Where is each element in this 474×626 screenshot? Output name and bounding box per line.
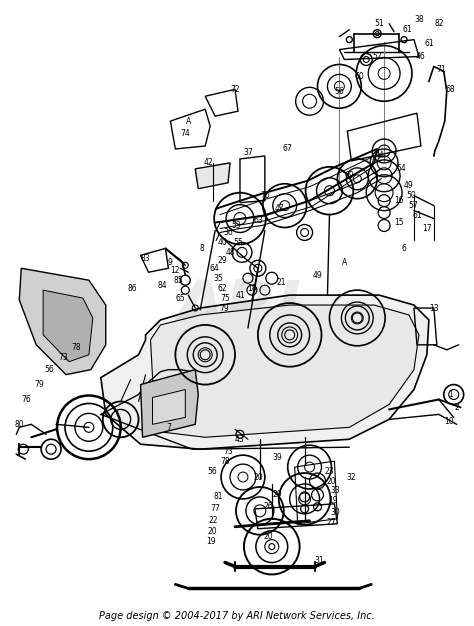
Text: 19: 19 — [328, 496, 338, 505]
Text: 73: 73 — [223, 447, 233, 456]
Text: 10: 10 — [444, 417, 454, 426]
Polygon shape — [19, 269, 106, 374]
Text: 49: 49 — [404, 182, 414, 190]
Text: 15: 15 — [394, 218, 404, 227]
Text: 36: 36 — [223, 228, 233, 237]
Text: 29: 29 — [217, 256, 227, 265]
Text: 21: 21 — [277, 278, 286, 287]
Text: 17: 17 — [422, 224, 432, 233]
Text: 68: 68 — [446, 85, 456, 94]
Text: 35: 35 — [213, 274, 223, 283]
Text: 84: 84 — [158, 280, 167, 290]
Text: 48: 48 — [225, 248, 235, 257]
Text: 20: 20 — [327, 476, 336, 486]
Text: 51: 51 — [374, 19, 384, 28]
Text: 41: 41 — [235, 290, 245, 300]
Text: 56: 56 — [335, 87, 344, 96]
Polygon shape — [101, 295, 429, 449]
Text: 9: 9 — [168, 258, 173, 267]
Text: 27: 27 — [327, 518, 336, 527]
Polygon shape — [153, 389, 185, 424]
Text: 44: 44 — [374, 151, 384, 160]
Polygon shape — [141, 370, 198, 438]
Text: 71: 71 — [436, 65, 446, 74]
Text: 46: 46 — [416, 52, 426, 61]
Text: 42: 42 — [203, 158, 213, 167]
Text: 82: 82 — [434, 19, 444, 28]
Text: 32: 32 — [346, 473, 356, 481]
Text: 49: 49 — [313, 270, 322, 280]
Text: 16: 16 — [394, 196, 404, 205]
Text: 54: 54 — [396, 165, 406, 173]
Text: 20: 20 — [207, 527, 217, 536]
Text: 29: 29 — [273, 490, 283, 500]
Text: 60: 60 — [355, 72, 364, 81]
Polygon shape — [43, 290, 93, 362]
Text: 23: 23 — [325, 466, 334, 476]
Text: 56: 56 — [44, 365, 54, 374]
Text: 65: 65 — [175, 294, 185, 302]
Text: 20: 20 — [263, 532, 273, 541]
Text: 63: 63 — [253, 216, 263, 225]
Text: 78: 78 — [220, 456, 230, 466]
Text: 61: 61 — [412, 211, 422, 220]
Text: 78: 78 — [71, 343, 81, 352]
Text: 20: 20 — [253, 473, 263, 481]
Text: 13: 13 — [429, 304, 438, 312]
Text: 79: 79 — [34, 380, 44, 389]
Text: 7: 7 — [166, 423, 171, 432]
Text: 61: 61 — [424, 39, 434, 48]
Text: 86: 86 — [128, 284, 137, 292]
Text: 43: 43 — [235, 434, 245, 444]
Text: ARI: ARI — [173, 277, 301, 343]
Text: 33: 33 — [330, 486, 340, 495]
Text: 57: 57 — [408, 201, 418, 210]
Text: 85: 85 — [173, 275, 183, 285]
Text: 74: 74 — [181, 128, 190, 138]
Text: 37: 37 — [243, 148, 253, 158]
Text: 64: 64 — [209, 264, 219, 273]
Text: 22: 22 — [209, 516, 218, 525]
Text: 70: 70 — [260, 191, 270, 200]
Text: 79: 79 — [219, 304, 229, 312]
Text: 12: 12 — [171, 266, 180, 275]
Text: 39: 39 — [273, 453, 283, 461]
Polygon shape — [195, 163, 230, 188]
Text: 80: 80 — [15, 420, 24, 429]
Text: 18: 18 — [247, 284, 256, 292]
Text: 47: 47 — [275, 204, 284, 213]
Text: 73: 73 — [58, 353, 68, 362]
Text: 61: 61 — [402, 25, 412, 34]
Text: 67: 67 — [283, 145, 292, 153]
Text: 55: 55 — [233, 238, 243, 247]
Text: A: A — [342, 258, 347, 267]
Text: 69: 69 — [345, 172, 354, 180]
Text: 50: 50 — [406, 191, 416, 200]
Text: 76: 76 — [21, 395, 31, 404]
Text: 62: 62 — [217, 284, 227, 292]
Text: 2: 2 — [455, 403, 459, 412]
Polygon shape — [151, 305, 419, 438]
Text: A: A — [186, 116, 191, 126]
Text: 75: 75 — [220, 294, 230, 302]
Text: 26: 26 — [263, 502, 273, 511]
Text: Page design © 2004-2017 by ARI Network Services, Inc.: Page design © 2004-2017 by ARI Network S… — [99, 611, 375, 621]
Text: 31: 31 — [315, 556, 324, 565]
Text: 81: 81 — [213, 493, 223, 501]
Text: 77: 77 — [210, 505, 220, 513]
Text: 40: 40 — [217, 238, 227, 247]
Text: 72: 72 — [230, 85, 240, 94]
Text: 53: 53 — [231, 221, 241, 230]
Text: 52: 52 — [373, 52, 382, 61]
Text: 19: 19 — [206, 537, 216, 546]
Text: 30: 30 — [330, 508, 340, 517]
Text: 8: 8 — [200, 244, 205, 253]
Text: 56: 56 — [207, 466, 217, 476]
Text: 38: 38 — [414, 15, 424, 24]
Text: 6: 6 — [401, 244, 406, 253]
Text: 83: 83 — [141, 254, 150, 263]
Text: 1: 1 — [448, 390, 453, 399]
